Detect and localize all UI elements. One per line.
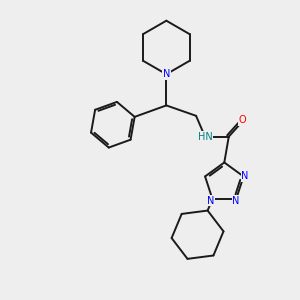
Text: N: N	[163, 69, 170, 79]
Text: N: N	[232, 196, 240, 206]
Text: N: N	[241, 171, 249, 182]
Text: O: O	[238, 115, 246, 125]
Text: HN: HN	[198, 132, 212, 142]
Text: N: N	[207, 196, 214, 206]
